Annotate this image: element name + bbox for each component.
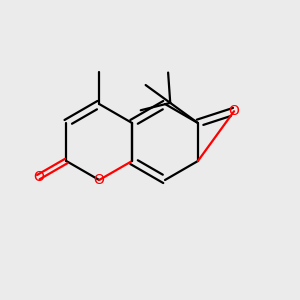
Text: O: O	[94, 173, 105, 187]
Text: O: O	[33, 170, 44, 184]
Text: O: O	[229, 104, 239, 118]
